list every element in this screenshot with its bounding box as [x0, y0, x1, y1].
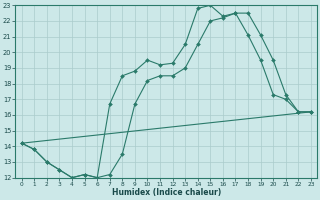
X-axis label: Humidex (Indice chaleur): Humidex (Indice chaleur): [112, 188, 221, 197]
